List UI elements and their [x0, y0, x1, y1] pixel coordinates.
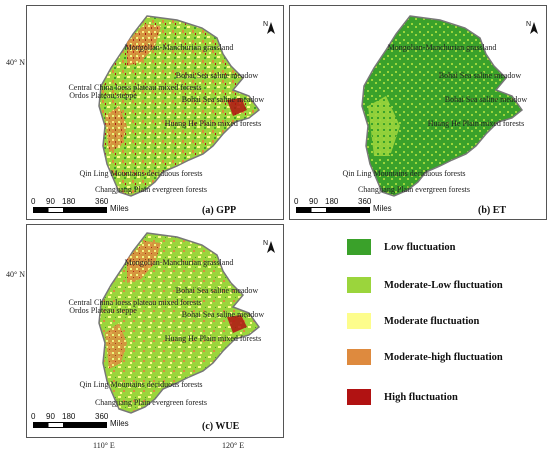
- legend-swatch-low: [347, 239, 371, 255]
- scale-0: 0: [31, 197, 36, 206]
- scale-90: 90: [46, 197, 55, 206]
- lon-label: 120° E: [222, 441, 245, 450]
- label-bohai-2: Bohai Sea saline meadow: [182, 95, 265, 104]
- scale-bar: [33, 422, 107, 428]
- legend-label-moderate-low: Moderate-Low fluctuation: [384, 280, 503, 291]
- label-grassland: Mongolian-Manchurian grassland: [125, 43, 234, 52]
- label-ordos: Ordos Plateau steppe: [69, 91, 137, 100]
- lat-label: 40° N: [6, 58, 25, 67]
- scale-bar: [33, 207, 107, 213]
- label-qinling: Qin Ling Mountains deciduous forests: [342, 169, 465, 178]
- scale-180: 180: [62, 197, 76, 206]
- legend-swatch-moderate-low: [347, 277, 371, 293]
- panel-title-et: (b) ET: [478, 205, 507, 216]
- north-arrow: N: [526, 21, 538, 34]
- label-changjiang: Changjiang Plain evergreen forests: [95, 398, 207, 407]
- legend-swatch-high: [347, 389, 371, 405]
- map-gpp: Mongolian-Manchurian grassland Bohai Sea…: [68, 15, 275, 197]
- label-changjiang: Changjiang Plain evergreen forests: [95, 185, 207, 194]
- lon-label: 110° E: [93, 441, 115, 450]
- svg-text:N: N: [526, 21, 531, 28]
- legend-label-low: Low fluctuation: [384, 242, 456, 253]
- legend-label-moderate-high: Moderate-high fluctuation: [384, 352, 503, 363]
- label-bohai-1: Bohai Sea saline meadow: [176, 286, 259, 295]
- scale-unit: Miles: [110, 204, 129, 213]
- label-huanghe: Huang He Plain mixed forests: [428, 119, 524, 128]
- svg-text:N: N: [263, 21, 268, 28]
- map-panel-et: Mongolian-Manchurian grassland Bohai Sea…: [289, 5, 547, 220]
- north-arrow: N: [263, 21, 275, 34]
- panel-title-gpp: (a) GPP: [202, 205, 237, 216]
- panel-title-wue: (c) WUE: [202, 421, 240, 432]
- label-ordos: Ordos Plateau steppe: [69, 306, 137, 315]
- label-loess: Central China loess plateau mixed forest…: [68, 83, 201, 92]
- label-huanghe: Huang He Plain mixed forests: [165, 119, 261, 128]
- label-grassland: Mongolian-Manchurian grassland: [388, 43, 497, 52]
- label-bohai-1: Bohai Sea saline meadow: [176, 71, 259, 80]
- north-arrow: N: [263, 240, 275, 253]
- label-bohai-1: Bohai Sea saline meadow: [439, 71, 522, 80]
- label-qinling: Qin Ling Mountains deciduous forests: [79, 380, 202, 389]
- legend-swatch-moderate-high: [347, 349, 371, 365]
- label-grassland: Mongolian-Manchurian grassland: [125, 258, 234, 267]
- map-wue: Mongolian-Manchurian grassland Bohai Sea…: [68, 232, 275, 414]
- scale-bar: [296, 207, 370, 213]
- label-qinling: Qin Ling Mountains deciduous forests: [79, 169, 202, 178]
- legend-swatch-moderate: [347, 313, 371, 329]
- legend-label-moderate: Moderate fluctuation: [384, 316, 480, 327]
- svg-text:N: N: [263, 240, 268, 247]
- label-changjiang: Changjiang Plain evergreen forests: [358, 185, 470, 194]
- label-bohai-2: Bohai Sea saline meadow: [445, 95, 528, 104]
- label-loess: Central China loess plateau mixed forest…: [68, 298, 201, 307]
- label-huanghe: Huang He Plain mixed forests: [165, 334, 261, 343]
- map-et: Mongolian-Manchurian grassland Bohai Sea…: [342, 15, 538, 197]
- map-panel-gpp: Mongolian-Manchurian grassland Bohai Sea…: [26, 5, 284, 220]
- label-bohai-2: Bohai Sea saline meadow: [182, 310, 265, 319]
- lat-label: 40° N: [6, 270, 25, 279]
- map-panel-wue: Mongolian-Manchurian grassland Bohai Sea…: [26, 224, 284, 438]
- scale-360: 360: [95, 197, 109, 206]
- legend-label-high: High fluctuation: [384, 392, 458, 403]
